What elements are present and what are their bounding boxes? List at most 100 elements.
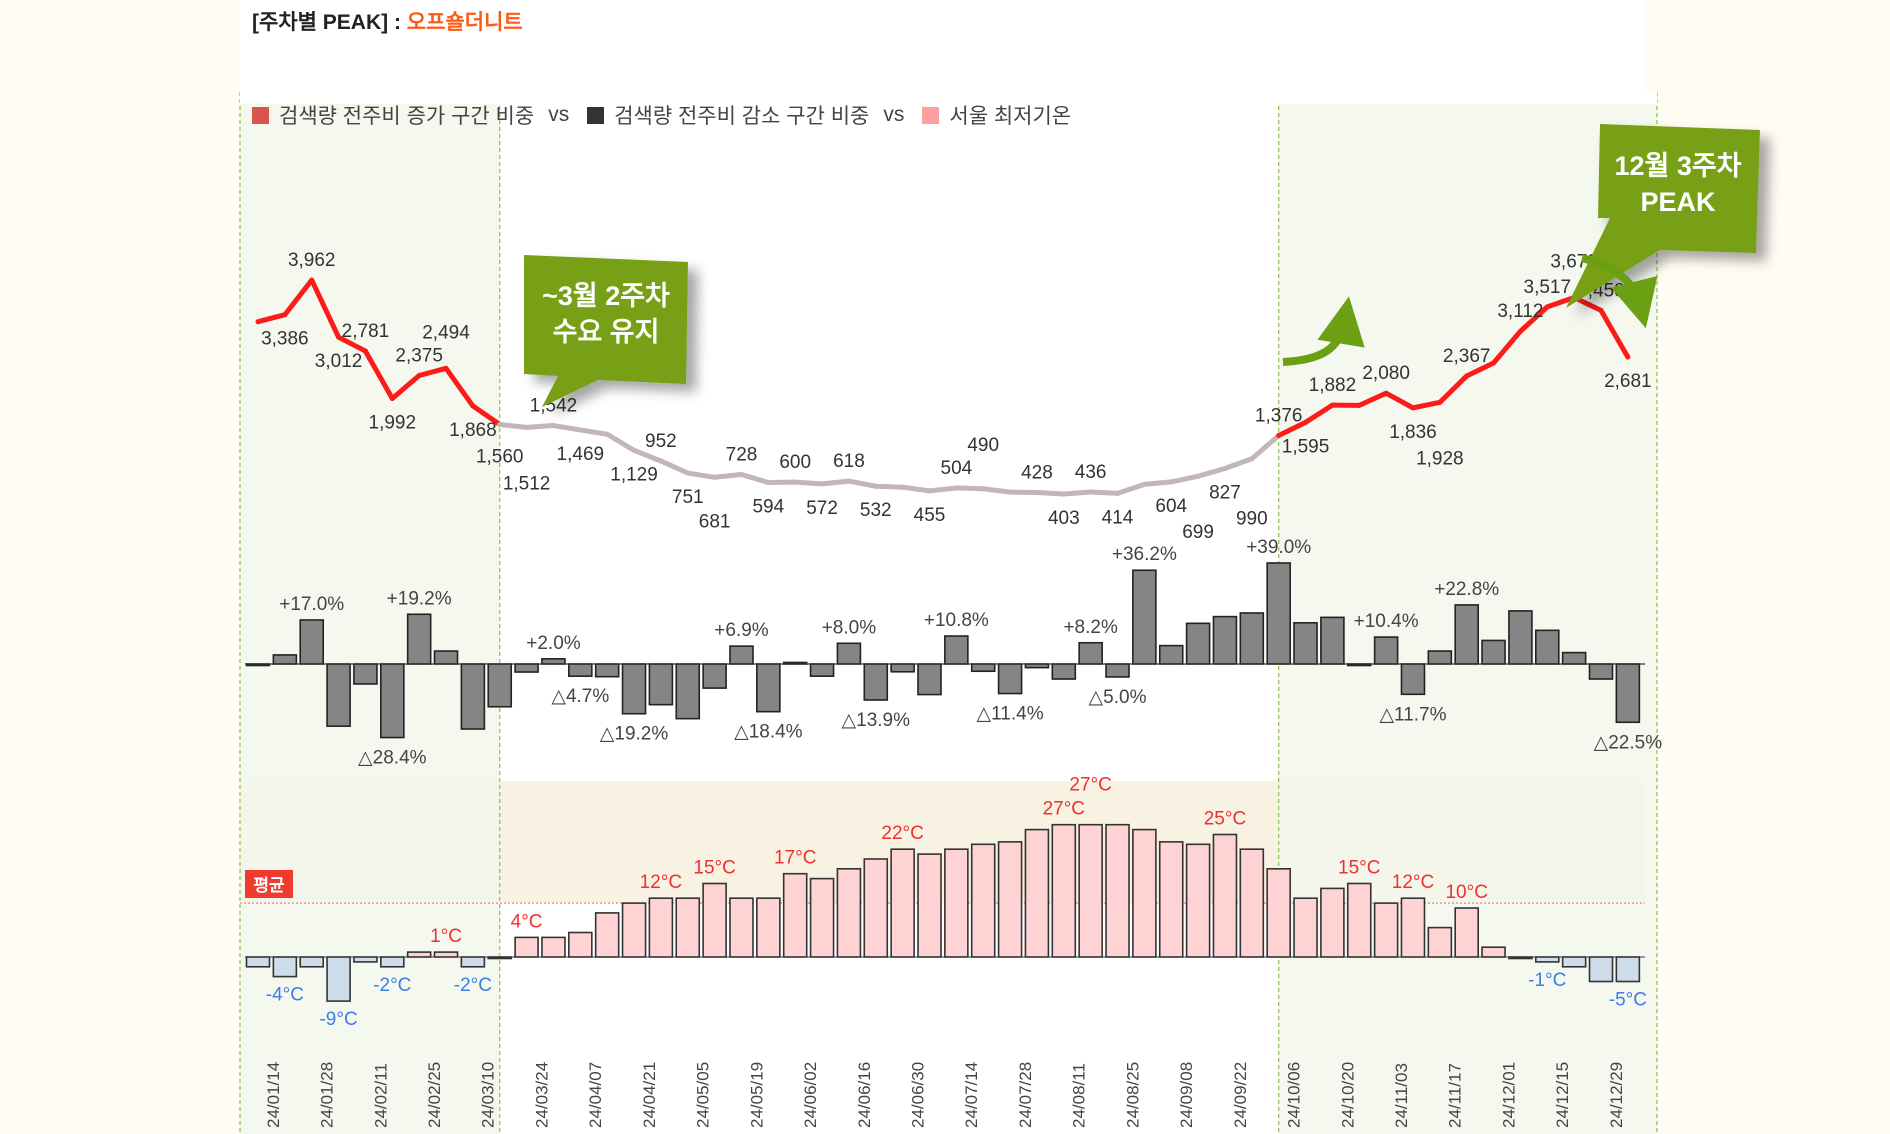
temperature-bar xyxy=(970,843,996,958)
search-volume-label: 1,560 xyxy=(476,446,524,467)
change-label: +6.9% xyxy=(714,620,769,641)
change-bar xyxy=(1615,663,1641,724)
chart-header-background xyxy=(240,0,1645,92)
temperature-label: 1°C xyxy=(430,926,462,947)
search-volume-segment xyxy=(1088,489,1121,496)
search-volume-segment xyxy=(1034,489,1067,497)
callout-line2: 수요 유지 xyxy=(553,317,660,347)
temperature-bar xyxy=(1481,946,1506,958)
change-bar xyxy=(1400,663,1426,696)
temperature-bar xyxy=(809,877,835,958)
search-volume-segment xyxy=(1115,481,1147,496)
temperature-bar xyxy=(1534,956,1560,963)
change-bar xyxy=(514,663,539,673)
temperature-label: -9°C xyxy=(319,1009,357,1030)
search-volume-label: 1,836 xyxy=(1389,422,1437,443)
change-bar xyxy=(487,663,513,708)
temperature-bar xyxy=(514,936,539,958)
search-volume-label: 1,469 xyxy=(557,444,605,465)
search-volume-label: 952 xyxy=(645,431,677,452)
change-bar xyxy=(1481,639,1506,665)
change-bar xyxy=(353,663,378,685)
change-bar xyxy=(406,613,432,665)
search-volume-label: 1,992 xyxy=(369,413,417,434)
search-volume-segment xyxy=(1195,466,1228,479)
average-tag xyxy=(245,870,293,898)
search-volume-segment xyxy=(1517,304,1550,334)
search-volume-segment xyxy=(685,470,718,480)
change-bar xyxy=(997,663,1023,695)
search-volume-segment xyxy=(1249,433,1282,462)
change-bar xyxy=(299,619,325,665)
search-volume-segment xyxy=(819,478,852,487)
search-volume-segment xyxy=(1464,360,1497,379)
legend-strip xyxy=(240,92,1657,104)
search-volume-segment xyxy=(1410,399,1443,411)
trend-up-arrow-icon xyxy=(1282,296,1365,366)
search-volume-segment xyxy=(712,471,744,480)
search-volume-label: 618 xyxy=(833,451,865,472)
search-volume-label: 681 xyxy=(699,511,731,532)
change-label: +2.0% xyxy=(526,633,581,654)
search-volume-label: 1,882 xyxy=(1309,375,1357,396)
search-volume-label: 1,928 xyxy=(1416,448,1464,469)
x-axis-tick-label: 24/02/11 xyxy=(371,1063,390,1128)
search-volume-label: 3,386 xyxy=(261,329,309,350)
change-bar xyxy=(541,658,566,665)
change-bar xyxy=(433,650,459,665)
search-volume-label: 572 xyxy=(806,498,838,519)
temperature-bar xyxy=(1239,848,1265,958)
temperature-bar xyxy=(1158,841,1184,958)
temperature-bar xyxy=(1320,887,1345,958)
temperature-bar xyxy=(379,956,405,968)
search-volume-segment xyxy=(873,483,906,490)
x-axis-tick-label: 24/10/20 xyxy=(1338,1062,1357,1128)
search-volume-label: 504 xyxy=(941,458,973,479)
callout-line2: PEAK xyxy=(1640,187,1716,217)
change-bar xyxy=(1508,610,1533,665)
temperature-bar xyxy=(997,841,1023,958)
change-label: △11.7% xyxy=(1379,704,1446,725)
search-volume-segment xyxy=(1437,373,1470,405)
temperature-bar xyxy=(836,867,862,958)
temperature-bar xyxy=(1373,902,1399,958)
search-volume-segment xyxy=(792,479,825,487)
x-axis-tick-label: 24/09/08 xyxy=(1177,1062,1196,1128)
search-volume-label: 1,542 xyxy=(530,396,578,417)
change-bar xyxy=(1534,629,1560,665)
x-axis-tick-label: 24/06/30 xyxy=(909,1062,928,1128)
change-label: +17.0% xyxy=(279,594,344,615)
change-label: △5.0% xyxy=(1089,687,1147,708)
change-bar xyxy=(1132,569,1157,665)
change-label: △11.4% xyxy=(977,704,1044,725)
change-bar xyxy=(1158,644,1184,665)
temperature-bar xyxy=(1266,867,1291,958)
legend-swatch-decrease xyxy=(587,106,605,124)
temperature-label: 17°C xyxy=(774,848,816,869)
temperature-bar xyxy=(568,931,593,958)
search-volume-segment xyxy=(282,277,315,318)
change-label: △13.9% xyxy=(842,710,911,731)
change-bar xyxy=(970,663,996,673)
search-volume-label: 1,595 xyxy=(1282,436,1330,457)
search-volume-label: 728 xyxy=(726,444,758,465)
temperature-bar xyxy=(1400,897,1426,958)
temperature-bar xyxy=(944,848,969,958)
temperature-label: 22°C xyxy=(881,823,923,844)
x-axis-tick-label: 24/10/06 xyxy=(1285,1062,1304,1128)
change-bar xyxy=(890,663,915,673)
search-volume-segment xyxy=(524,423,556,430)
temperature-label: -2°C xyxy=(373,975,411,996)
change-bar xyxy=(809,663,835,677)
temperature-bar xyxy=(1212,833,1238,958)
x-axis-tick-label: 24/06/16 xyxy=(855,1062,874,1128)
change-label: △22.5% xyxy=(1594,732,1663,753)
title-prefix: [주차별 PEAK] : xyxy=(252,11,407,34)
average-tag-label: 평균 xyxy=(253,876,285,895)
search-volume-label: 2,781 xyxy=(342,321,390,342)
temperature-bar xyxy=(675,897,701,958)
search-volume-label: 2,375 xyxy=(395,345,443,366)
temperature-bar xyxy=(917,853,942,958)
change-bar xyxy=(1266,562,1291,665)
change-bar xyxy=(702,663,727,689)
